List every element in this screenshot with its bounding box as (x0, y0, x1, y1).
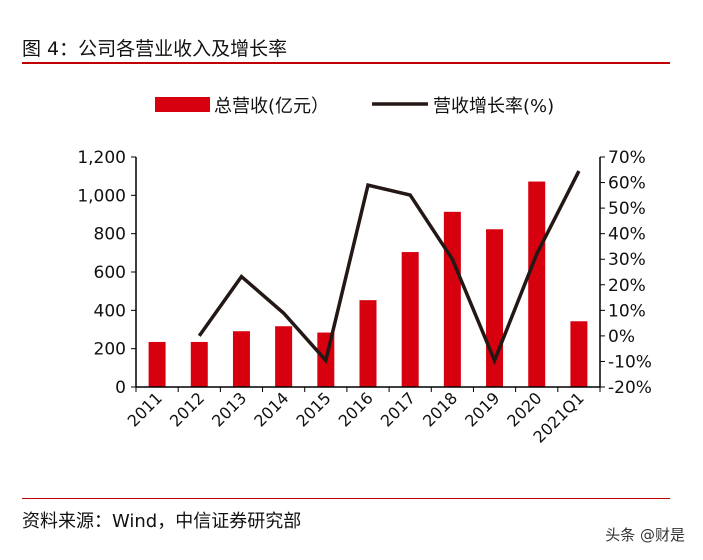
left-tick-label: 400 (94, 301, 126, 321)
right-tick-label: -10% (608, 352, 652, 372)
left-tick-label: 0 (115, 378, 126, 398)
bar-2017 (401, 252, 419, 387)
bar-2014 (275, 326, 293, 387)
x-tick-label: 2019 (461, 388, 503, 430)
bar-2013 (232, 331, 250, 387)
right-tick-label: -20% (608, 378, 652, 398)
left-tick-label: 1,200 (77, 148, 126, 168)
left-tick-label: 600 (94, 263, 126, 283)
x-tick-label: 2018 (419, 388, 461, 430)
watermark: 头条 @财是 (605, 526, 685, 544)
bar-2011 (148, 341, 166, 387)
left-tick-label: 1,000 (77, 186, 126, 206)
figure-title: 图 4：公司各营业收入及增长率 (22, 38, 288, 60)
legend-bar-label: 总营收(亿元） (214, 96, 329, 117)
legend-line-label: 营收增长率(%) (433, 96, 554, 117)
bar-2021Q1 (570, 321, 588, 387)
right-tick-label: 40% (608, 225, 646, 245)
bar-2016 (359, 300, 377, 387)
chart-svg: 0 200 400 600 800 1,000 1,200 -20% -10% 0% 10% 20% 3… (77, 96, 652, 447)
x-tick-label: 2014 (250, 388, 292, 430)
right-tick-label: 60% (608, 174, 646, 194)
right-tick-label: 30% (608, 250, 646, 270)
bar-2012 (190, 341, 208, 387)
right-tick-label: 50% (608, 199, 646, 219)
growth-line (197, 170, 581, 366)
right-tick-label: 10% (608, 301, 646, 321)
bar-2018 (443, 211, 461, 387)
right-tick-label: 0% (608, 327, 635, 347)
x-tick-label: 2015 (292, 388, 334, 430)
source-note: 资料来源：Wind，中信证券研究部 (22, 511, 302, 532)
x-tick-label: 2011 (124, 388, 166, 430)
x-tick-label: 2013 (208, 388, 250, 430)
left-tick-label: 800 (94, 225, 126, 245)
x-tick-label: 2017 (377, 388, 419, 430)
legend-bar-swatch (155, 97, 210, 112)
bar-2020 (528, 181, 546, 387)
title-divider (22, 62, 670, 64)
source-divider (22, 498, 670, 499)
left-tick-label: 200 (94, 340, 126, 360)
right-tick-label: 20% (608, 276, 646, 296)
x-tick-label: 2012 (166, 388, 208, 430)
x-tick-label: 2016 (335, 388, 377, 430)
right-tick-label: 70% (608, 148, 646, 168)
